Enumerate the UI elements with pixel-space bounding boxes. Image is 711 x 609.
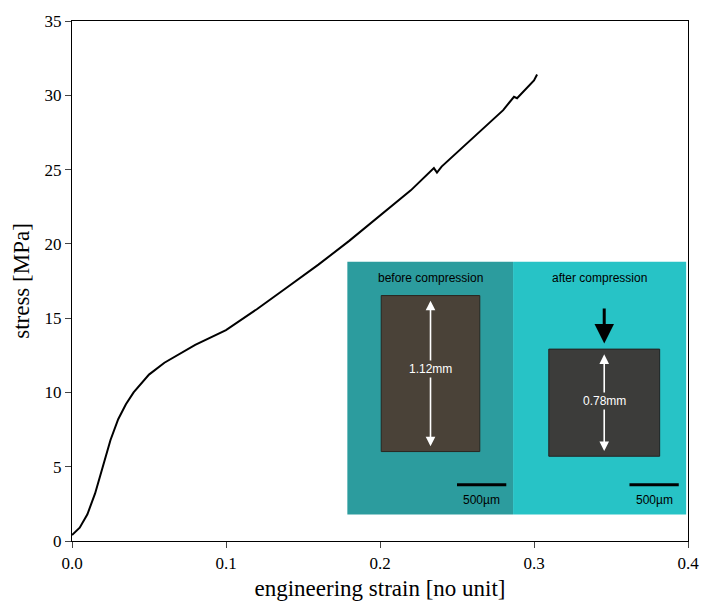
svg-text:10: 10: [45, 383, 62, 402]
svg-text:1.12mm: 1.12mm: [409, 362, 452, 376]
svg-text:stress [MPa]: stress [MPa]: [9, 223, 34, 339]
svg-text:before compression: before compression: [378, 271, 483, 285]
svg-text:20: 20: [45, 235, 62, 254]
svg-text:0.2: 0.2: [369, 554, 390, 573]
svg-text:0.1: 0.1: [215, 554, 236, 573]
svg-text:0.4: 0.4: [677, 554, 699, 573]
svg-text:5: 5: [53, 458, 62, 477]
svg-text:engineering strain [no unit]: engineering strain [no unit]: [254, 576, 505, 601]
svg-text:0.3: 0.3: [523, 554, 544, 573]
svg-text:25: 25: [45, 161, 62, 180]
svg-text:after compression: after compression: [552, 271, 647, 285]
svg-text:15: 15: [45, 309, 62, 328]
svg-text:500µm: 500µm: [463, 493, 500, 507]
svg-text:0.0: 0.0: [61, 554, 82, 573]
svg-text:35: 35: [45, 12, 62, 31]
svg-text:30: 30: [45, 86, 62, 105]
svg-text:500µm: 500µm: [636, 493, 673, 507]
svg-text:0.78mm: 0.78mm: [583, 394, 626, 408]
svg-text:0: 0: [53, 532, 62, 551]
